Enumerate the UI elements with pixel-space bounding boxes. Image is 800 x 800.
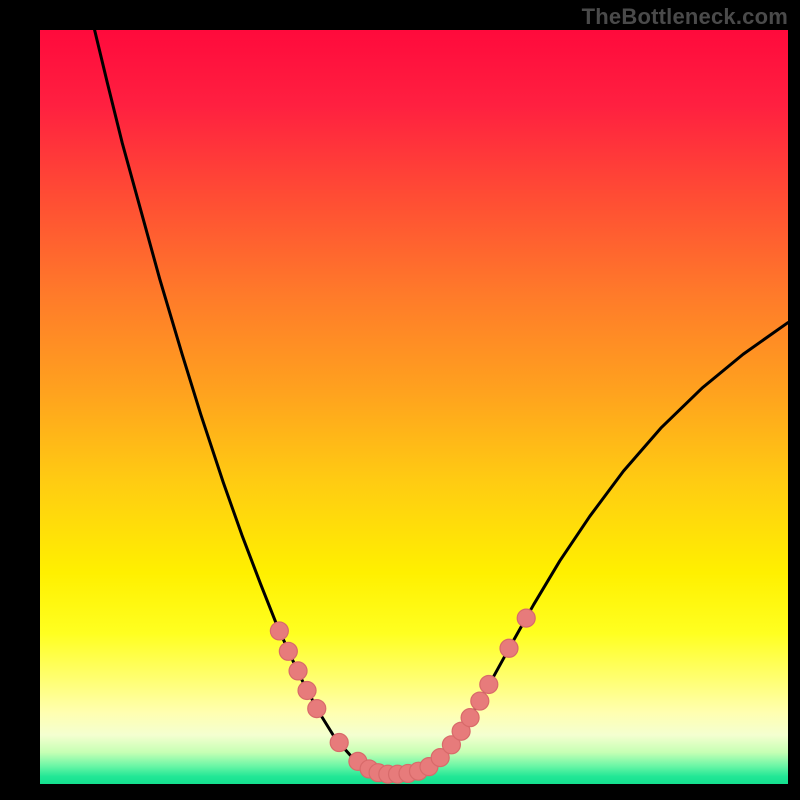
data-marker <box>517 609 535 627</box>
data-marker <box>289 662 307 680</box>
data-marker <box>279 642 297 660</box>
data-marker <box>308 700 326 718</box>
data-marker <box>471 692 489 710</box>
data-marker <box>500 639 518 657</box>
data-marker <box>480 675 498 693</box>
data-marker <box>298 682 316 700</box>
data-marker <box>270 622 288 640</box>
data-marker <box>330 734 348 752</box>
chart-canvas: TheBottleneck.com <box>0 0 800 800</box>
data-marker <box>461 709 479 727</box>
plot-gradient-background <box>40 30 788 784</box>
watermark-text: TheBottleneck.com <box>582 4 788 30</box>
bottleneck-chart-svg <box>0 0 800 800</box>
